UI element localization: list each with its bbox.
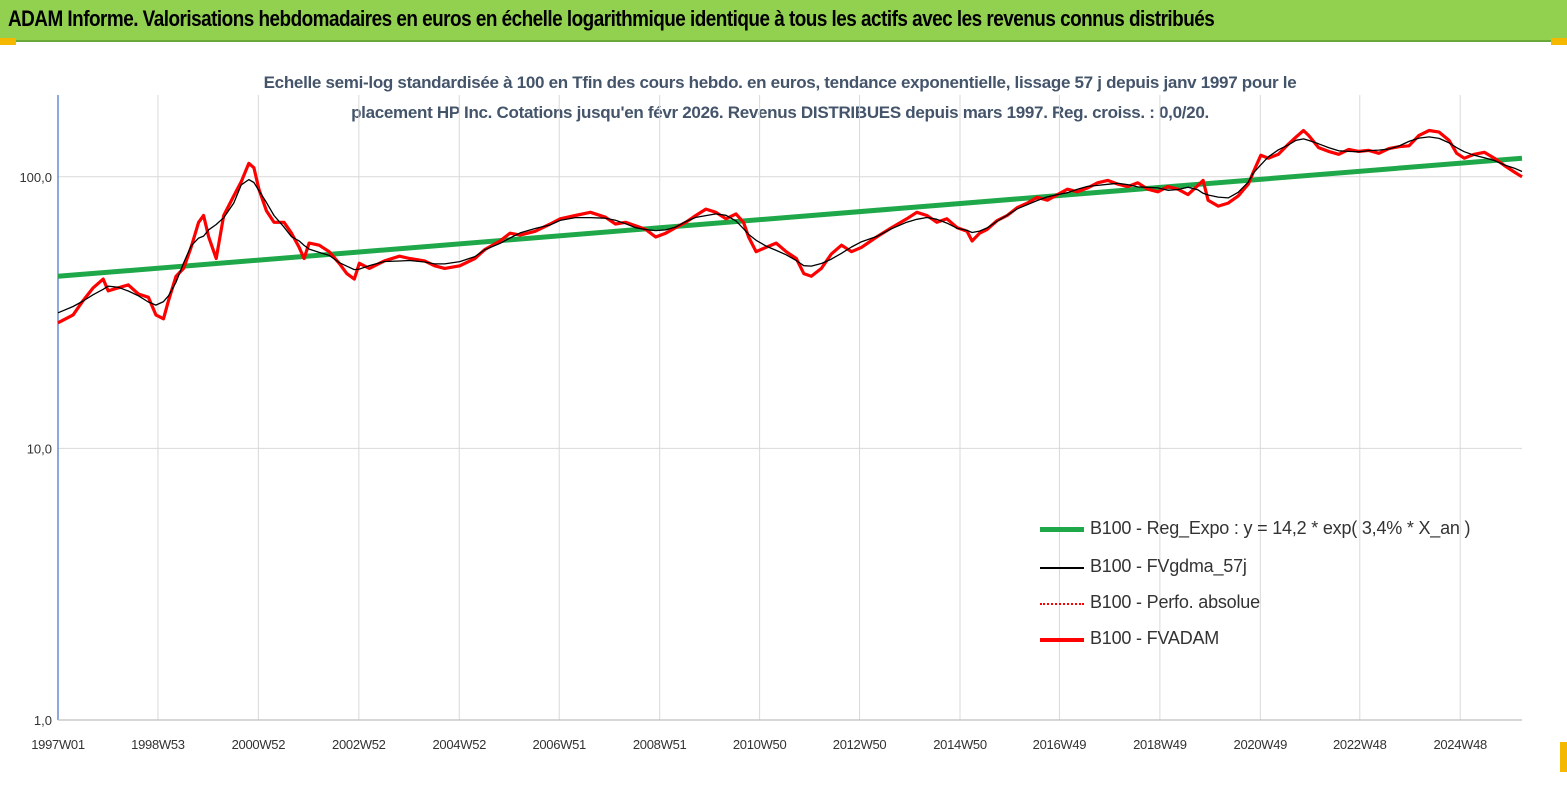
chart-subtitle-line-1: Echelle semi-log standardisée à 100 en T… (263, 73, 1297, 92)
x-tick-label: 1998W53 (131, 737, 185, 752)
x-tick-label: 2010W50 (733, 737, 787, 752)
legend-swatch-smooth (1040, 567, 1084, 569)
x-tick-label: 2018W49 (1133, 737, 1187, 752)
legend-item-trend: B100 - Reg_Expo : y = 14,2 * exp( 3,4% *… (1040, 518, 1510, 542)
series-line-fvadam (57, 128, 1523, 325)
x-tick-label: 2016W49 (1033, 737, 1087, 752)
banner: ADAM Informe. Valorisations hebdomadaire… (0, 0, 1567, 42)
x-tick-label: 2000W52 (232, 737, 286, 752)
legend-label-perf: B100 - Perfo. absolue (1090, 592, 1260, 612)
corner-marker-bottom-right (1560, 742, 1567, 772)
legend-item-smooth: B100 - FVgdma_57j (1040, 556, 1510, 580)
y-tick-label: 100,0 (19, 170, 52, 185)
y-tick-label: 1,0 (34, 713, 52, 728)
corner-marker-top-right (1551, 38, 1567, 45)
legend-label-fvadam: B100 - FVADAM (1090, 628, 1220, 648)
x-tick-label: 2022W48 (1333, 737, 1387, 752)
legend-label-smooth: B100 - FVgdma_57j (1090, 556, 1247, 576)
chart-subtitle-line-2: placement HP Inc. Cotations jusqu'en fév… (351, 103, 1209, 122)
series-line-smooth (57, 136, 1523, 314)
chart-subtitle: Echelle semi-log standardisée à 100 en T… (200, 68, 1360, 128)
x-tick-label: 2020W49 (1234, 737, 1288, 752)
x-tick-label: 2004W52 (433, 737, 487, 752)
legend-item-fvadam: B100 - FVADAM (1040, 628, 1510, 652)
legend-swatch-trend (1040, 527, 1084, 532)
corner-marker-top-left (0, 38, 16, 45)
x-tick-label: 2024W48 (1433, 737, 1487, 752)
legend-swatch-perf (1040, 603, 1084, 605)
x-tick-label: 2012W50 (833, 737, 887, 752)
x-tick-label: 2002W52 (332, 737, 386, 752)
series-line-trend (57, 155, 1523, 279)
x-tick-label: 2008W51 (633, 737, 687, 752)
series-line-perf (57, 129, 1523, 324)
legend-label-trend: B100 - Reg_Expo : y = 14,2 * exp( 3,4% *… (1090, 518, 1471, 538)
x-tick-label: 2006W51 (532, 737, 586, 752)
legend-swatch-fvadam (1040, 638, 1084, 642)
x-tick-label: 2014W50 (933, 737, 987, 752)
y-tick-label: 10,0 (27, 441, 52, 456)
banner-title: ADAM Informe. Valorisations hebdomadaire… (8, 6, 1215, 31)
x-tick-label: 1997W01 (31, 737, 85, 752)
legend-item-perf: B100 - Perfo. absolue (1040, 592, 1510, 616)
